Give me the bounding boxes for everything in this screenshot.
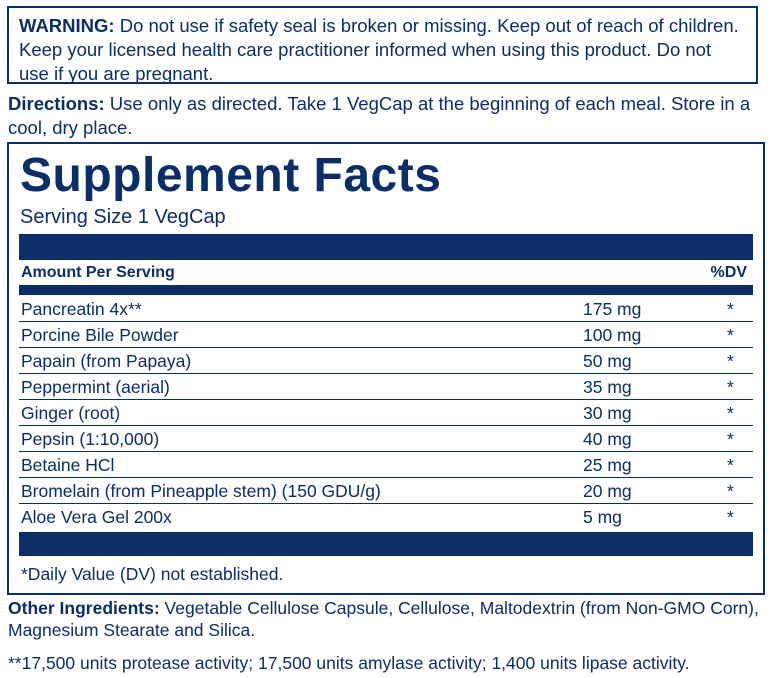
ingredient-amount: 35 mg <box>583 377 632 397</box>
directions: Directions: Use only as directed. Take 1… <box>8 92 763 140</box>
other-ingredients: Other Ingredients: Vegetable Cellulose C… <box>8 597 768 641</box>
ingredient-amount: 20 mg <box>583 481 632 501</box>
ingredient-dv: * <box>727 299 734 319</box>
warning-box: WARNING: Do not use if safety seal is br… <box>7 6 758 84</box>
ingredient-amount: 175 mg <box>583 299 642 319</box>
serving-size: Serving Size 1 VegCap <box>20 206 226 228</box>
table-row: Pepsin (1:10,000) 40 mg * <box>19 426 753 452</box>
ingredient-dv: * <box>727 403 734 423</box>
divider-thick <box>19 234 753 260</box>
other-ingredients-text: Vegetable Cellulose Capsule, Cellulose, … <box>8 598 759 640</box>
ingredient-amount: 30 mg <box>583 403 632 423</box>
ingredient-dv: * <box>727 325 734 345</box>
ingredient-name: Porcine Bile Powder <box>21 325 179 345</box>
divider-bottom <box>19 532 753 556</box>
dv-header: %DV <box>710 264 747 281</box>
ingredient-name: Peppermint (aerial) <box>21 377 170 397</box>
table-row: Aloe Vera Gel 200x 5 mg * <box>19 504 753 530</box>
ingredient-amount: 50 mg <box>583 351 632 371</box>
table-row: Ginger (root) 30 mg * <box>19 400 753 426</box>
table-row: Betaine HCl 25 mg * <box>19 452 753 478</box>
dv-footnote: *Daily Value (DV) not established. <box>21 564 284 584</box>
table-row: Pancreatin 4x** 175 mg * <box>19 296 753 322</box>
ingredient-dv: * <box>727 507 734 527</box>
divider-medium <box>19 285 753 295</box>
ingredient-name: Aloe Vera Gel 200x <box>21 507 172 527</box>
directions-text: Use only as directed. Take 1 VegCap at t… <box>8 93 751 138</box>
ingredient-amount: 40 mg <box>583 429 632 449</box>
ingredient-dv: * <box>727 351 734 371</box>
ingredient-dv: * <box>727 377 734 397</box>
table-row: Porcine Bile Powder 100 mg * <box>19 322 753 348</box>
ingredient-name: Papain (from Papaya) <box>21 351 192 371</box>
ingredient-amount: 5 mg <box>583 507 622 527</box>
warning-label: WARNING: <box>19 15 115 36</box>
ingredient-amount: 100 mg <box>583 325 642 345</box>
table-row: Peppermint (aerial) 35 mg * <box>19 374 753 400</box>
supplement-facts-panel: Supplement Facts Serving Size 1 VegCap A… <box>7 142 765 595</box>
ingredient-name: Pepsin (1:10,000) <box>21 429 160 449</box>
ingredient-name: Betaine HCl <box>21 455 115 475</box>
ingredient-dv: * <box>727 429 734 449</box>
ingredient-amount: 25 mg <box>583 455 632 475</box>
table-row: Bromelain (from Pineapple stem) (150 GDU… <box>19 478 753 504</box>
ingredient-dv: * <box>727 481 734 501</box>
enzyme-activity-note: **17,500 units protease activity; 17,500… <box>8 653 690 673</box>
nutrient-table: Pancreatin 4x** 175 mg * Porcine Bile Po… <box>19 296 753 530</box>
ingredient-name: Ginger (root) <box>21 403 121 423</box>
table-row: Papain (from Papaya) 50 mg * <box>19 348 753 374</box>
amount-per-serving-header: Amount Per Serving <box>21 264 175 281</box>
ingredient-dv: * <box>727 455 734 475</box>
directions-label: Directions: <box>8 93 105 114</box>
other-ingredients-label: Other Ingredients: <box>8 598 160 618</box>
ingredient-name: Bromelain (from Pineapple stem) (150 GDU… <box>21 481 381 501</box>
facts-title: Supplement Facts <box>20 149 442 202</box>
ingredient-name: Pancreatin 4x** <box>21 299 142 319</box>
warning-text: Do not use if safety seal is broken or m… <box>19 15 739 84</box>
